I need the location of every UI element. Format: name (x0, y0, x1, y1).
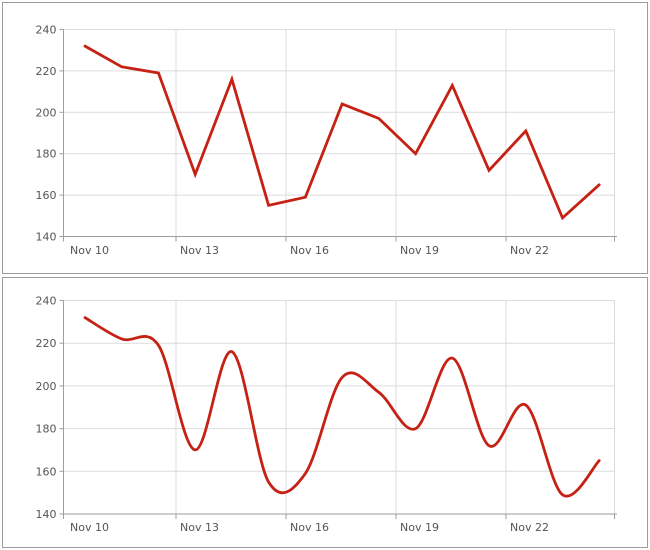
y-axis-label: 140 (36, 508, 57, 521)
x-axis-label: Nov 22 (510, 521, 549, 534)
series-line (83, 316, 601, 498)
x-axis-label: Nov 10 (70, 244, 109, 257)
y-axis-label: 220 (36, 337, 57, 350)
x-axis-label: Nov 16 (290, 521, 329, 534)
spline-chart: 240 220 200 180 160 140 Nov 10 Nov 13 Nov 16 Nov … (36, 295, 617, 534)
y-axis-label: 200 (36, 380, 57, 393)
y-axis-label: 160 (36, 465, 57, 478)
line-chart: 240 220 200 180 160 140 Nov 10 Nov 13 Nov 16 Nov … (36, 24, 617, 257)
spline-chart-panel: 240 220 200 180 160 140 Nov 10 Nov 13 Nov 16 Nov … (2, 277, 648, 548)
series-line (83, 44, 601, 221)
y-axis-label: 240 (36, 24, 57, 37)
x-axis-label: Nov 22 (510, 244, 549, 257)
x-axis-label: Nov 13 (180, 521, 219, 534)
line-chart-panel: 240 220 200 180 160 140 Nov 10 Nov 13 Nov 16 Nov … (2, 2, 648, 274)
y-axis-label: 200 (36, 106, 57, 119)
x-axis-label: Nov 19 (400, 521, 439, 534)
x-axis-label: Nov 19 (400, 244, 439, 257)
x-axis-label: Nov 13 (180, 244, 219, 257)
y-axis-label: 240 (36, 295, 57, 308)
y-axis-label: 140 (36, 231, 57, 244)
y-axis-label: 180 (36, 423, 57, 436)
y-axis-label: 180 (36, 148, 57, 161)
y-axis-label: 160 (36, 189, 57, 202)
y-axis-label: 220 (36, 65, 57, 78)
x-axis-label: Nov 10 (70, 521, 109, 534)
x-axis-label: Nov 16 (290, 244, 329, 257)
